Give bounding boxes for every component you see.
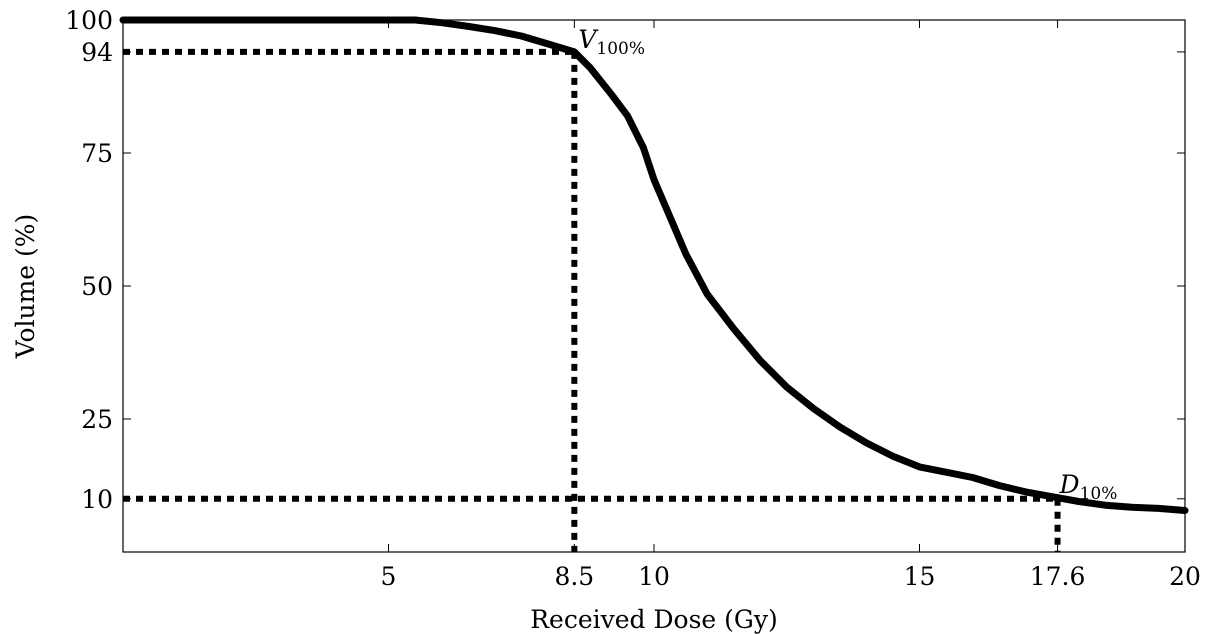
y-tick-label: 25 (81, 405, 113, 434)
axis-ticks (123, 19, 1186, 552)
y-tick-label: 75 (81, 139, 113, 168)
y-tick-label: 94 (81, 38, 113, 67)
x-tick-label: 5 (381, 562, 397, 591)
annotation-v100: V100% (578, 25, 645, 59)
x-tick-label: 8.5 (554, 562, 594, 591)
series-line-0 (119, 16, 1189, 514)
annotations: V100% D10% (578, 25, 1117, 504)
y-tick-labels: 10 25 50 75 94 100 (65, 6, 113, 514)
plot-frame (122, 19, 1186, 553)
x-tick-label: 10 (638, 562, 670, 591)
annotation-sub: 10% (1080, 484, 1118, 504)
annotation-main: D (1059, 470, 1080, 499)
y-tick-label: 10 (81, 485, 113, 514)
series-layer (119, 16, 1189, 514)
annotation-main: V (578, 25, 599, 54)
annotation-d10: D10% (1059, 470, 1118, 504)
y-tick-label: 100 (65, 6, 113, 35)
y-tick-label: 50 (81, 272, 113, 301)
y-axis-title: Volume (%) (11, 214, 40, 360)
x-tick-label: 20 (1169, 562, 1201, 591)
x-axis-title: Received Dose (Gy) (530, 605, 778, 634)
annotation-sub: 100% (596, 39, 645, 59)
x-tick-label: 17.6 (1030, 562, 1086, 591)
x-tick-labels: 5 8.5 10 15 17.6 20 (381, 562, 1201, 591)
reference-lines (123, 48, 1061, 552)
x-tick-label: 15 (904, 562, 936, 591)
